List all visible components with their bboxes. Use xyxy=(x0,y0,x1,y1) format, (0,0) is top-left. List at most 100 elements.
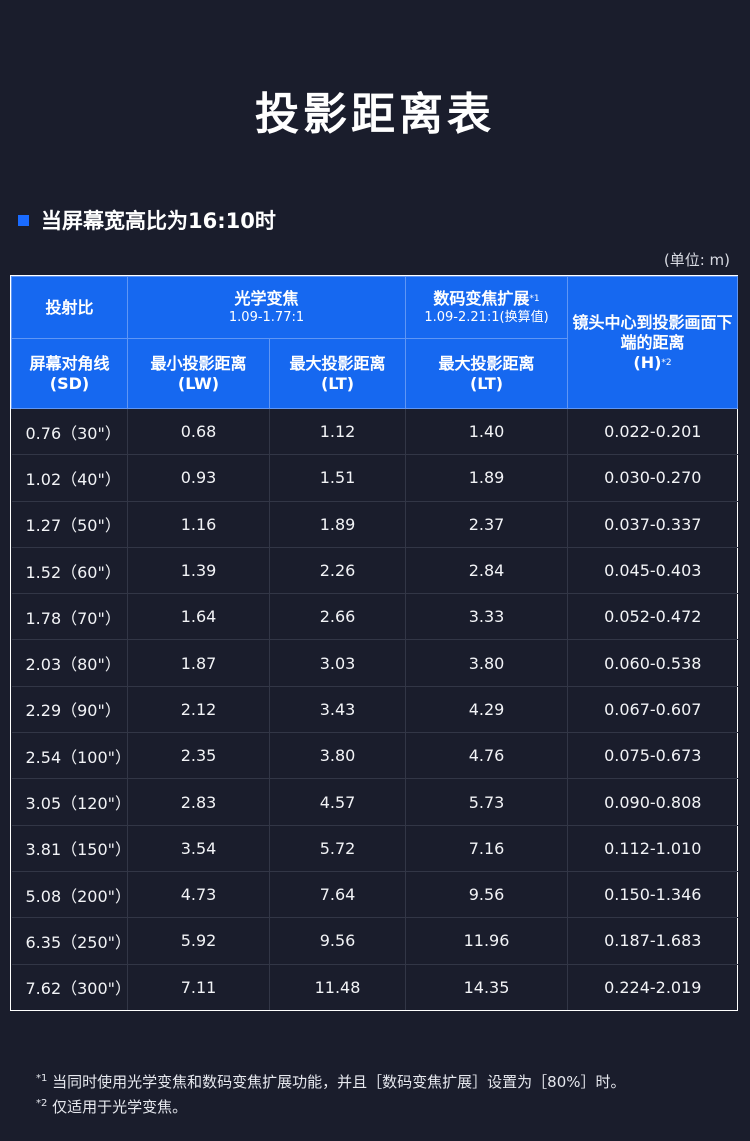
header-throw-ratio: 投射比 xyxy=(11,276,128,339)
footnote-2-text: 仅适用于光学变焦。 xyxy=(47,1098,188,1116)
cell-min-distance: 1.87 xyxy=(127,639,270,687)
cell-min-distance: 4.73 xyxy=(127,870,270,918)
footnote-2-mark: *2 xyxy=(36,1098,48,1109)
cell-max-distance-digital: 4.29 xyxy=(405,685,568,733)
cell-screen-size: 2.54（100"） xyxy=(11,732,131,779)
header-lens-offset: 镜头中心到投影画面下端的距离 (H)*2 xyxy=(567,276,739,409)
header-optical-zoom: 光学变焦 1.09-1.77:1 xyxy=(126,276,407,339)
min-distance-unit: (LW) xyxy=(177,373,220,393)
screen-diagonal-label: 屏幕对角线 xyxy=(29,353,110,373)
table-row: 2.03（80"） 1.87 3.03 3.80 0.060-0.538 xyxy=(11,639,738,687)
footnote-2: *2 仅适用于光学变焦。 xyxy=(36,1093,626,1118)
cell-max-distance-digital: 5.73 xyxy=(405,778,568,826)
cell-min-distance: 5.92 xyxy=(127,917,270,965)
header-min-distance: 最小投影距离 (LW) xyxy=(127,338,270,409)
max-distance-digital-label: 最大投影距离 xyxy=(438,353,535,373)
cell-max-distance: 7.64 xyxy=(268,870,406,918)
cell-screen-size: 1.02（40"） xyxy=(11,454,128,502)
digital-zoom-range: 1.09-2.21:1(换算值) xyxy=(424,310,549,325)
cell-max-distance: 4.57 xyxy=(268,778,406,826)
cell-min-distance: 0.93 xyxy=(127,454,270,502)
footnote-1-text: 当同时使用光学变焦和数码变焦扩展功能，并且［数码变焦扩展］设置为［80%］时。 xyxy=(47,1073,626,1091)
cell-max-distance: 1.89 xyxy=(268,500,406,548)
table-row: 6.35（250"） 5.92 9.56 11.96 0.187-1.683 xyxy=(11,917,738,965)
digital-zoom-footnote-mark: *1 xyxy=(529,294,540,304)
lens-offset-unit: (H) xyxy=(633,352,662,372)
lens-offset-footnote-mark: *2 xyxy=(661,357,672,368)
optical-zoom-label: 光学变焦 xyxy=(234,289,299,308)
table-row: 2.54（100"） 2.35 3.80 4.76 0.075-0.673 xyxy=(11,732,738,779)
page-title: 投影距离表 xyxy=(255,89,495,140)
cell-screen-size: 3.05（120"） xyxy=(11,778,131,826)
lens-offset-label: 镜头中心到投影画面下端的距离 xyxy=(572,312,733,352)
cell-min-distance: 1.16 xyxy=(127,500,270,548)
cell-screen-size: 7.62（300"） xyxy=(11,963,131,1010)
max-distance-label: 最大投影距离 xyxy=(289,353,386,373)
cell-lens-offset: 0.224-2.019 xyxy=(567,963,738,1010)
table-row: 1.78（70"） 1.64 2.66 3.33 0.052-0.472 xyxy=(11,593,738,640)
cell-lens-offset: 0.052-0.472 xyxy=(567,593,738,640)
cell-max-distance: 3.43 xyxy=(268,685,406,733)
projection-distance-table: 投射比 光学变焦 1.09-1.77:1 数码变焦扩展*1 1.09-2.21:… xyxy=(10,275,739,1011)
table-row: 1.27（50"） 1.16 1.89 2.37 0.037-0.337 xyxy=(11,500,738,548)
cell-min-distance: 2.35 xyxy=(127,732,270,779)
cell-lens-offset: 0.112-1.010 xyxy=(567,824,738,872)
cell-screen-size: 2.29（90"） xyxy=(11,685,128,733)
table-row: 3.81（150"） 3.54 5.72 7.16 0.112-1.010 xyxy=(11,824,738,872)
cell-max-distance-digital: 11.96 xyxy=(405,917,568,965)
cell-screen-size: 1.52（60"） xyxy=(11,546,128,594)
header-screen-diagonal: 屏幕对角线 (SD) xyxy=(11,338,128,409)
table-row: 7.62（300"） 7.11 11.48 14.35 0.224-2.019 xyxy=(11,963,738,1010)
cell-min-distance: 3.54 xyxy=(127,824,270,872)
square-bullet-icon xyxy=(18,214,29,226)
footnotes: *1 当同时使用光学变焦和数码变焦扩展功能，并且［数码变焦扩展］设置为［80%］… xyxy=(36,1068,626,1118)
section-heading: 当屏幕宽高比为16:10时 xyxy=(18,205,276,235)
cell-lens-offset: 0.022-0.201 xyxy=(567,407,738,455)
table-row: 3.05（120"） 2.83 4.57 5.73 0.090-0.808 xyxy=(11,778,738,826)
footnote-1: *1 当同时使用光学变焦和数码变焦扩展功能，并且［数码变焦扩展］设置为［80%］… xyxy=(36,1068,626,1093)
cell-max-distance-digital: 3.80 xyxy=(405,639,568,687)
cell-max-distance-digital: 2.84 xyxy=(405,546,568,594)
cell-screen-size: 5.08（200"） xyxy=(11,870,131,918)
header-max-distance-digital: 最大投影距离 (LT) xyxy=(405,338,569,409)
min-distance-label: 最小投影距离 xyxy=(150,353,247,373)
table-row: 5.08（200"） 4.73 7.64 9.56 0.150-1.346 xyxy=(11,870,738,918)
header-digital-zoom: 数码变焦扩展*1 1.09-2.21:1(换算值) xyxy=(405,276,569,339)
cell-lens-offset: 0.187-1.683 xyxy=(567,917,738,965)
cell-max-distance-digital: 9.56 xyxy=(405,870,568,918)
footnote-1-mark: *1 xyxy=(36,1073,48,1084)
cell-min-distance: 2.83 xyxy=(127,778,270,826)
cell-max-distance-digital: 4.76 xyxy=(405,732,568,779)
cell-max-distance-digital: 1.40 xyxy=(405,407,568,455)
cell-max-distance-digital: 14.35 xyxy=(405,963,568,1010)
cell-screen-size: 6.35（250"） xyxy=(11,917,131,965)
cell-min-distance: 0.68 xyxy=(127,407,270,455)
cell-min-distance: 1.39 xyxy=(127,546,270,594)
cell-screen-size: 2.03（80"） xyxy=(11,639,128,687)
header-max-distance: 最大投影距离 (LT) xyxy=(268,338,407,409)
cell-lens-offset: 0.037-0.337 xyxy=(567,500,738,548)
cell-max-distance: 2.26 xyxy=(268,546,406,594)
table-row: 0.76（30"） 0.68 1.12 1.40 0.022-0.201 xyxy=(11,407,738,455)
cell-lens-offset: 0.075-0.673 xyxy=(567,732,738,779)
max-distance-unit: (LT) xyxy=(320,373,355,393)
screen-diagonal-unit: (SD) xyxy=(49,373,90,393)
cell-max-distance: 3.80 xyxy=(268,732,406,779)
cell-min-distance: 2.12 xyxy=(127,685,270,733)
cell-max-distance-digital: 3.33 xyxy=(405,593,568,640)
cell-max-distance-digital: 7.16 xyxy=(405,824,568,872)
cell-lens-offset: 0.060-0.538 xyxy=(567,639,738,687)
cell-min-distance: 7.11 xyxy=(127,963,270,1010)
cell-lens-offset: 0.150-1.346 xyxy=(567,870,738,918)
digital-zoom-label: 数码变焦扩展 xyxy=(433,289,530,308)
cell-lens-offset: 0.090-0.808 xyxy=(567,778,738,826)
optical-zoom-range: 1.09-1.77:1 xyxy=(228,310,305,325)
max-distance-digital-unit: (LT) xyxy=(469,373,504,393)
cell-screen-size: 3.81（150"） xyxy=(11,824,131,872)
cell-max-distance-digital: 1.89 xyxy=(405,454,568,502)
table-row: 2.29（90"） 2.12 3.43 4.29 0.067-0.607 xyxy=(11,685,738,733)
cell-max-distance: 2.66 xyxy=(268,593,406,640)
cell-screen-size: 1.78（70"） xyxy=(11,593,128,640)
unit-note: (单位: m) xyxy=(663,251,730,269)
cell-lens-offset: 0.045-0.403 xyxy=(567,546,738,594)
